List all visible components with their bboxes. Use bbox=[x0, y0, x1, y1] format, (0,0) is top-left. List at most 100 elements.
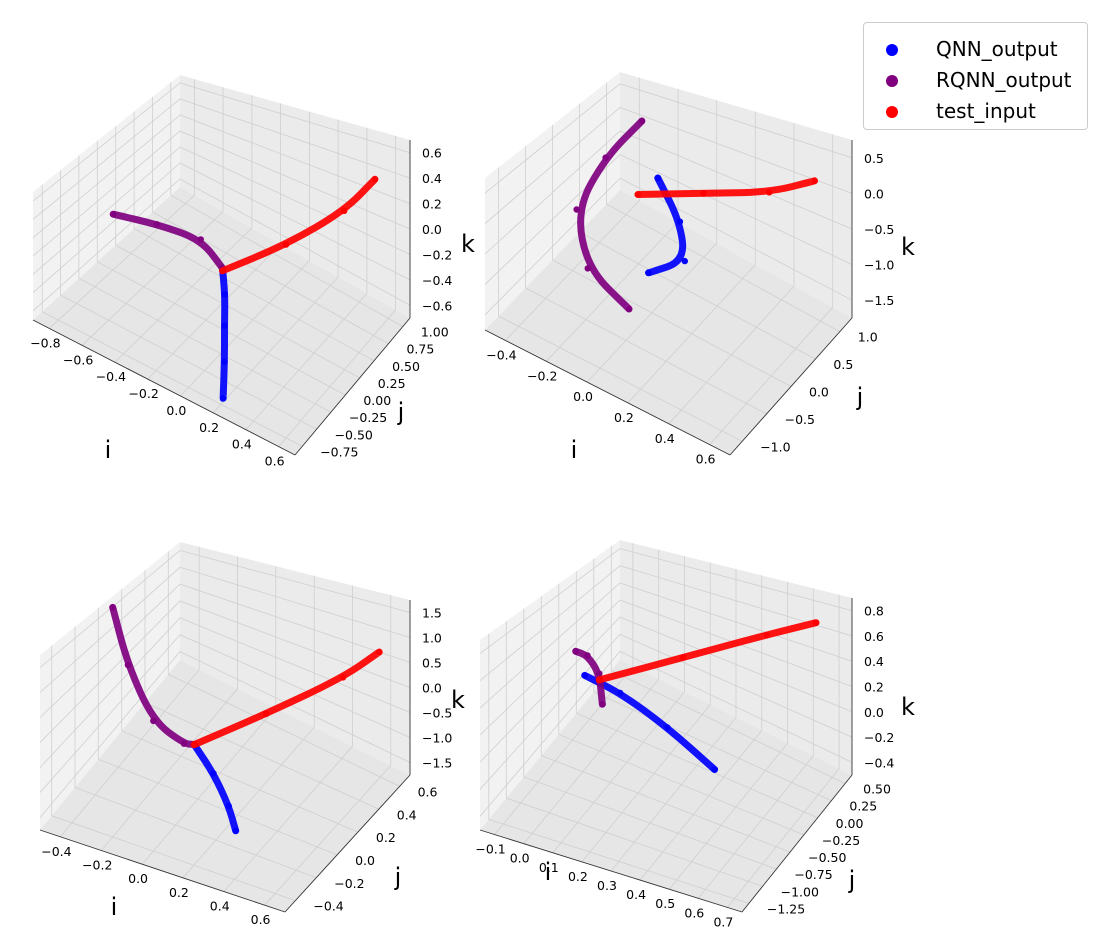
data-point bbox=[638, 117, 646, 125]
z-gridline bbox=[32, 114, 411, 239]
y-gridline bbox=[606, 82, 840, 333]
y-gridline bbox=[488, 633, 750, 904]
z-gridline bbox=[479, 565, 853, 682]
x-tick-label: 0.7 bbox=[713, 914, 733, 929]
data-point bbox=[232, 827, 239, 834]
left-pane bbox=[480, 540, 620, 830]
x-tick-label: 0.0 bbox=[510, 851, 530, 866]
x-gridline bbox=[60, 546, 200, 838]
series-curve bbox=[645, 174, 687, 277]
y-gridline bbox=[115, 126, 360, 379]
y-gridline bbox=[133, 111, 375, 362]
y-tick-label: 0.25 bbox=[849, 799, 877, 814]
y-tick-label: −0.50 bbox=[335, 427, 373, 442]
data-point bbox=[180, 740, 188, 747]
series-curve bbox=[109, 603, 198, 749]
z-gridline bbox=[479, 548, 853, 654]
series-curve bbox=[190, 741, 240, 835]
x-tick-label: 0.4 bbox=[210, 899, 230, 914]
plot-panel-1: −0.8−0.6−0.4−0.20.00.20.40.6−0.75−0.50−0… bbox=[30, 75, 475, 469]
z-tick-label: 0.6 bbox=[864, 629, 884, 644]
z-tick-label: 0.0 bbox=[422, 681, 442, 696]
x-axis-label: i bbox=[571, 436, 578, 464]
y-tick-label: −1.25 bbox=[767, 901, 805, 916]
z-tick-label: 0.6 bbox=[422, 146, 442, 161]
x-gridline bbox=[668, 581, 788, 890]
data-point bbox=[596, 670, 603, 677]
data-point bbox=[110, 211, 117, 218]
y-tick-label: −0.2 bbox=[334, 876, 364, 891]
z-gridline bbox=[39, 583, 411, 718]
y-gridline bbox=[575, 571, 818, 819]
x-tick-label: −0.2 bbox=[82, 858, 112, 873]
x-tick-label: 0.0 bbox=[166, 403, 186, 418]
z-tick-label: −1.5 bbox=[422, 756, 452, 771]
y-axis-line bbox=[294, 317, 411, 456]
y-tick-label: −0.25 bbox=[349, 410, 387, 425]
x-gridline bbox=[639, 575, 763, 881]
x-tick-label: −0.4 bbox=[96, 369, 126, 384]
data-point bbox=[282, 241, 290, 248]
z-gridline bbox=[484, 177, 853, 316]
data-point bbox=[221, 322, 228, 329]
x-tick-label: −0.8 bbox=[30, 335, 60, 350]
data-point bbox=[191, 741, 198, 748]
y-tick-label: −1.0 bbox=[760, 439, 790, 454]
x-gridline bbox=[552, 556, 685, 854]
z-gridline bbox=[32, 130, 411, 257]
y-tick-label: 0.0 bbox=[809, 385, 829, 400]
series-rqnn-output bbox=[573, 117, 646, 313]
y-gridline bbox=[167, 551, 400, 787]
z-tick-label: 1.5 bbox=[422, 606, 442, 621]
y-gridline bbox=[170, 82, 403, 327]
y-gridline bbox=[558, 583, 805, 836]
x-axis-line bbox=[484, 329, 731, 456]
legend-marker-icon bbox=[886, 75, 898, 87]
y-axis-label: j bbox=[848, 866, 856, 894]
y-tick-label: 0.50 bbox=[863, 782, 891, 797]
data-point bbox=[625, 305, 633, 313]
z-gridline bbox=[32, 82, 411, 202]
x-gridline bbox=[727, 594, 840, 908]
data-point bbox=[676, 218, 684, 225]
x-axis-label: i bbox=[545, 858, 552, 886]
y-gridline bbox=[74, 626, 317, 879]
back-pane bbox=[180, 75, 410, 318]
series-curve bbox=[581, 671, 719, 773]
legend-label: RQNN_output bbox=[936, 68, 1072, 92]
z-tick-label: 0.5 bbox=[422, 656, 442, 671]
data-point bbox=[573, 206, 580, 213]
data-point bbox=[763, 631, 770, 639]
x-gridline bbox=[627, 111, 756, 404]
y-gridline bbox=[505, 621, 763, 887]
y-tick-label: 0.75 bbox=[406, 342, 434, 357]
x-tick-label: 0.6 bbox=[684, 905, 704, 920]
z-gridline bbox=[484, 154, 853, 285]
legend-marker-icon bbox=[886, 44, 898, 56]
data-point bbox=[812, 619, 820, 626]
x-tick-label: 0.3 bbox=[597, 878, 617, 893]
y-tick-label: −0.75 bbox=[320, 444, 358, 459]
z-gridline bbox=[39, 600, 411, 743]
x-tick-label: 0.0 bbox=[573, 389, 593, 404]
z-gridline bbox=[32, 98, 411, 220]
x-tick-label: 0.4 bbox=[232, 437, 252, 452]
data-point bbox=[221, 358, 228, 365]
series-rqnn-output bbox=[572, 647, 606, 708]
data-point bbox=[219, 267, 226, 274]
legend-item-qnn: QNN_output bbox=[864, 35, 1087, 65]
legend-label: QNN_output bbox=[936, 37, 1058, 61]
x-gridline bbox=[49, 79, 195, 329]
x-tick-label: 0.4 bbox=[626, 887, 646, 902]
data-point bbox=[339, 674, 347, 681]
z-gridline bbox=[32, 162, 411, 293]
data-point bbox=[617, 689, 624, 697]
data-point bbox=[371, 176, 379, 183]
series-curve bbox=[634, 177, 819, 198]
data-point bbox=[150, 717, 157, 725]
y-tick-label: 0.00 bbox=[836, 816, 864, 831]
z-tick-label: 0.5 bbox=[864, 151, 884, 166]
z-gridline bbox=[484, 106, 853, 224]
z-tick-label: 0.2 bbox=[864, 680, 884, 695]
